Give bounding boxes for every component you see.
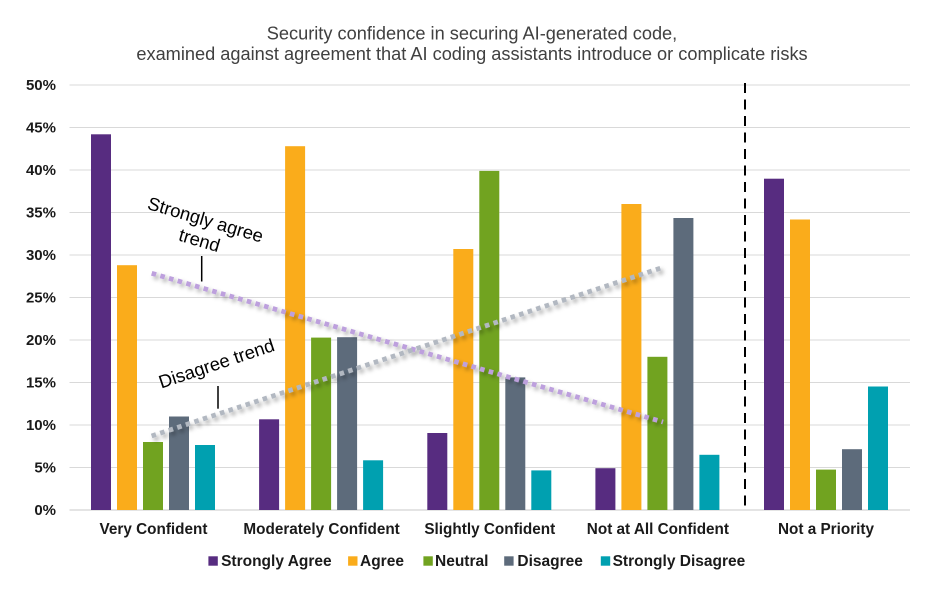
svg-text:examined against agreement tha: examined against agreement that AI codin… <box>136 44 807 64</box>
svg-text:10%: 10% <box>26 417 56 434</box>
svg-text:Slightly Confident: Slightly Confident <box>424 521 555 538</box>
svg-text:Neutral: Neutral <box>435 553 488 570</box>
svg-text:25%: 25% <box>26 290 56 307</box>
svg-text:5%: 5% <box>34 460 56 477</box>
svg-text:0%: 0% <box>34 502 56 519</box>
svg-text:Strongly Agree: Strongly Agree <box>221 553 332 570</box>
svg-text:30%: 30% <box>26 247 56 264</box>
svg-text:35%: 35% <box>26 205 56 222</box>
svg-text:Security confidence in securin: Security confidence in securing AI-gener… <box>267 24 677 44</box>
svg-text:20%: 20% <box>26 332 56 349</box>
svg-text:40%: 40% <box>26 162 56 179</box>
svg-text:Strongly Disagree: Strongly Disagree <box>613 553 746 570</box>
svg-text:45%: 45% <box>26 120 56 137</box>
svg-text:15%: 15% <box>26 375 56 392</box>
svg-text:Very Confident: Very Confident <box>100 521 208 538</box>
svg-text:Not a Priority: Not a Priority <box>778 521 875 538</box>
svg-text:Moderately Confident: Moderately Confident <box>243 521 399 538</box>
svg-text:Not at All Confident: Not at All Confident <box>587 521 729 538</box>
svg-text:Disagree: Disagree <box>517 553 583 570</box>
svg-text:Agree: Agree <box>360 553 404 570</box>
svg-text:50%: 50% <box>26 77 56 94</box>
